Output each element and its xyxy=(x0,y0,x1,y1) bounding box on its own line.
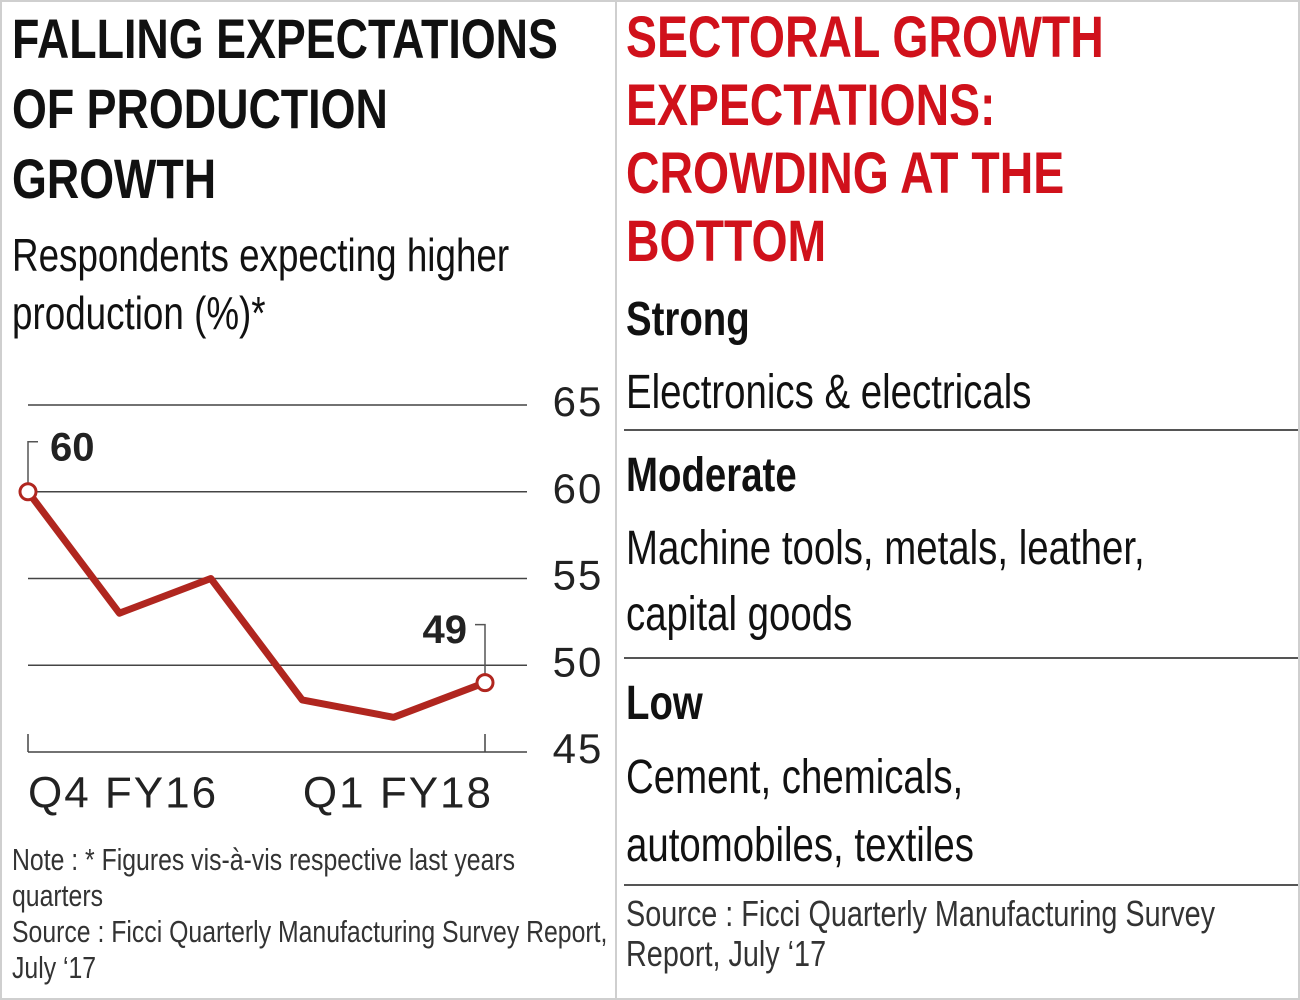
label-leader xyxy=(475,623,486,683)
group-heading: Strong xyxy=(626,293,750,346)
data-label: 49 xyxy=(423,608,468,652)
point-marker xyxy=(18,482,38,502)
divider xyxy=(624,884,1298,886)
x-tick-label: Q4 FY16 xyxy=(28,769,218,818)
divider xyxy=(624,657,1298,659)
line xyxy=(25,489,487,721)
divider xyxy=(624,429,1298,431)
y-tick-label: 45 xyxy=(553,725,604,772)
chart: 45 50 55 60 65 Q4 FY16 Q1 FY18 60 49 xyxy=(18,378,604,818)
x-tick-label: Q1 FY18 xyxy=(303,769,493,818)
group-sectors: Electronics & electricals xyxy=(626,366,1032,419)
chart-title: FALLING EXPECTATIONS OF PRODUCTION GROWT… xyxy=(12,7,558,210)
y-tick-label: 55 xyxy=(553,552,604,599)
y-tick-label: 50 xyxy=(553,638,604,685)
y-tick-label: 65 xyxy=(553,378,604,425)
y-tick-label: 60 xyxy=(553,465,604,512)
group-heading: Moderate xyxy=(626,449,797,502)
chart-note: Note : * Figures vis-à-vis respective la… xyxy=(12,842,516,913)
panel-source: Source : Ficci Quarterly Manufacturing S… xyxy=(626,893,1216,974)
group-sectors: Cement, chemicals, automobiles, textiles xyxy=(626,751,974,872)
group-sectors: Machine tools, metals, leather, capital … xyxy=(626,522,1145,641)
label-leader xyxy=(27,441,38,492)
group-heading: Low xyxy=(626,677,703,730)
right-panel xyxy=(615,0,1300,1000)
point-marker xyxy=(475,673,495,693)
chart-source: Source : Ficci Quarterly Manufacturing S… xyxy=(12,914,608,985)
data-label: 60 xyxy=(50,425,95,469)
panel-title: SECTORAL GROWTH EXPECTATIONS: CROWDING A… xyxy=(626,5,1104,274)
chart-subtitle: Respondents expecting higher production … xyxy=(12,229,510,339)
